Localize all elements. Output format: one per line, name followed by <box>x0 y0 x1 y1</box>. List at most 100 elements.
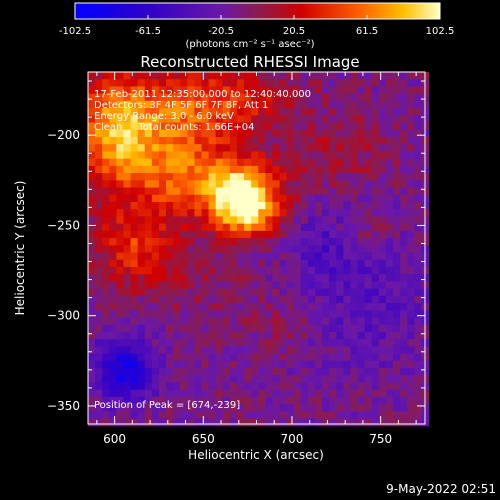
heatmap-cell <box>279 115 288 124</box>
heatmap-cell <box>109 281 117 290</box>
heatmap-cell <box>166 274 174 282</box>
heatmap-cell <box>151 266 160 275</box>
heatmap-cell <box>385 389 394 398</box>
heatmap-cell <box>215 144 224 152</box>
heatmap-cell <box>116 317 124 326</box>
heatmap-cell <box>336 252 344 261</box>
heatmap-cell <box>244 382 252 391</box>
heatmap-cell <box>385 418 394 427</box>
heatmap-cell <box>187 353 195 362</box>
heatmap-cell <box>272 375 281 383</box>
heatmap-cell <box>350 93 359 102</box>
heatmap-cell <box>208 266 217 275</box>
heatmap-cell <box>414 79 422 87</box>
heatmap-cell <box>109 274 117 282</box>
heatmap-cell <box>272 331 281 340</box>
heatmap-cell <box>158 339 167 347</box>
heatmap-cell <box>251 238 259 246</box>
heatmap-cell <box>307 93 316 102</box>
heatmap-cell <box>215 389 224 398</box>
heatmap-cell <box>393 368 401 376</box>
heatmap-cell <box>187 238 195 246</box>
heatmap-cell <box>102 411 110 420</box>
heatmap-cell <box>350 310 359 318</box>
heatmap-cell <box>123 317 132 326</box>
heatmap-cell <box>307 266 316 275</box>
heatmap-cell <box>378 115 387 124</box>
heatmap-cell <box>393 274 401 282</box>
heatmap-cell <box>208 209 217 217</box>
heatmap-cell <box>236 129 245 138</box>
heatmap-cell <box>407 158 415 167</box>
heatmap-cell <box>88 288 96 297</box>
heatmap-cell <box>88 411 96 420</box>
heatmap-cell <box>158 129 167 138</box>
heatmap-cell <box>180 238 188 246</box>
heatmap-cell <box>378 93 387 102</box>
heatmap-cell <box>95 274 103 282</box>
heatmap-cell <box>137 274 146 282</box>
heatmap-cell <box>414 404 422 412</box>
heatmap-cell <box>336 368 344 376</box>
heatmap-cell <box>343 122 351 131</box>
heatmap-cell <box>364 295 373 304</box>
heatmap-cell <box>222 223 231 232</box>
heatmap-cell <box>137 259 146 268</box>
heatmap-cell <box>322 274 330 282</box>
heatmap-cell <box>407 151 415 160</box>
annotation-time-range: 17-Feb-2011 12:35:00.000 to 12:40:40.000 <box>94 89 311 100</box>
heatmap-cell <box>329 418 337 427</box>
heatmap-cell <box>180 382 188 391</box>
heatmap-cell <box>350 86 359 95</box>
heatmap-cell <box>400 201 408 210</box>
heatmap-cell <box>130 310 139 318</box>
heatmap-cell <box>187 86 195 95</box>
heatmap-cell <box>400 368 408 376</box>
heatmap-cell <box>393 216 401 225</box>
heatmap-cell <box>378 108 387 116</box>
heatmap-cell <box>123 382 132 391</box>
heatmap-cell <box>236 245 245 254</box>
heatmap-cell <box>187 180 195 189</box>
heatmap-cell <box>158 252 167 261</box>
heatmap-cell <box>286 209 295 217</box>
heatmap-cell <box>357 108 366 116</box>
heatmap-cell <box>265 274 273 282</box>
heatmap-cell <box>158 396 167 405</box>
heatmap-cell <box>364 93 373 102</box>
heatmap-cell <box>315 411 323 420</box>
heatmap-cell <box>236 288 245 297</box>
heatmap-cell <box>88 238 96 246</box>
heatmap-cell <box>137 100 146 109</box>
heatmap-cell <box>201 230 210 239</box>
heatmap-cell <box>88 86 96 95</box>
heatmap-cell <box>378 165 387 174</box>
heatmap-cell <box>95 353 103 362</box>
heatmap-cell <box>329 252 337 261</box>
heatmap-cell <box>286 396 295 405</box>
heatmap-cell <box>407 317 415 326</box>
heatmap-cell <box>336 72 344 80</box>
heatmap-cell <box>371 144 380 152</box>
heatmap-cell <box>371 129 380 138</box>
heatmap-cell <box>414 72 422 80</box>
heatmap-cell <box>336 115 344 124</box>
heatmap-cell <box>244 346 252 355</box>
heatmap-cell <box>130 100 139 109</box>
heatmap-cell <box>307 194 316 203</box>
heatmap-cell <box>116 274 124 282</box>
heatmap-cell <box>329 295 337 304</box>
heatmap-cell <box>300 108 309 116</box>
heatmap-cell <box>158 368 167 376</box>
heatmap-cell <box>407 194 415 203</box>
peak-position-label: Position of Peak = [674,-239] <box>94 400 240 411</box>
heatmap-cell <box>222 368 231 376</box>
heatmap-cell <box>244 411 252 420</box>
heatmap-cell <box>201 122 210 131</box>
heatmap-cell <box>272 158 281 167</box>
heatmap-cell <box>272 259 281 268</box>
heatmap-cell <box>102 201 110 210</box>
heatmap-cell <box>407 238 415 246</box>
heatmap-cell <box>286 404 295 412</box>
heatmap-cell <box>407 230 415 239</box>
